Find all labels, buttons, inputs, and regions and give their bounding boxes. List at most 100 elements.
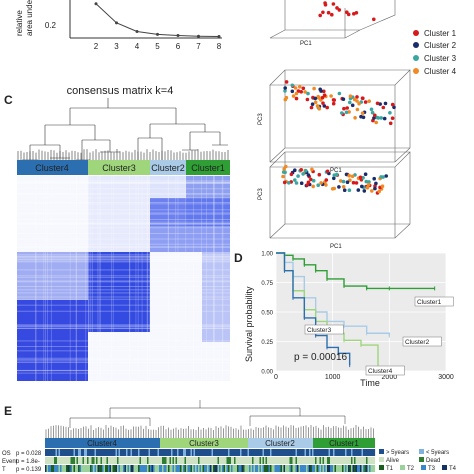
ytick-label: 0.2 (45, 21, 57, 30)
pca-point (344, 110, 349, 115)
legend-label: Cluster 2 (424, 41, 457, 50)
e-row-name: OS (2, 451, 11, 457)
pca-point (319, 181, 323, 185)
pca-point (384, 174, 389, 178)
pca-point (372, 17, 376, 22)
pca-point (296, 174, 300, 178)
curve-label-box (304, 324, 344, 335)
pca-point (332, 186, 337, 191)
pca-point (322, 104, 327, 108)
elbow-xtick: 4 (135, 42, 140, 51)
pca-point (317, 107, 322, 111)
pca-point (361, 115, 366, 120)
ylabel-line2: area unde (25, 0, 34, 36)
elbow-xtick: 2 (94, 42, 99, 51)
pca-point (350, 103, 355, 108)
legend-label: Cluster 3 (424, 54, 457, 63)
pca-point (355, 99, 359, 103)
pca-point (324, 178, 329, 182)
panel-e-row-labels: OS Event T p = 0.028 p = 1.8e- p = 0.139 (2, 451, 42, 473)
pca-point (370, 110, 375, 115)
pca-point (380, 184, 385, 188)
pca-point (299, 181, 304, 185)
pca-point (294, 91, 299, 96)
pca-point (316, 183, 321, 187)
pca-point (296, 89, 301, 93)
pca-point (373, 113, 377, 118)
pca-point (284, 95, 289, 100)
pca-point (392, 105, 396, 110)
pca-point (342, 188, 347, 192)
e-legend-item: T1 (386, 466, 394, 472)
pca-point (321, 101, 325, 105)
pca-point (303, 90, 307, 94)
pca-point (321, 10, 325, 15)
pca-point (313, 96, 318, 101)
pca-point (304, 169, 308, 173)
survival-xlabel: Time (360, 378, 380, 388)
pca3-zlabel: PC3 (258, 188, 264, 200)
survival-ylabel: Survival probability (244, 286, 254, 362)
pca-point (348, 100, 352, 105)
pca-point (382, 116, 387, 121)
pca-point (370, 189, 374, 193)
pca-point (360, 111, 365, 115)
legend-marker-cluster2 (413, 42, 419, 48)
pca-point (290, 83, 295, 88)
elbow-point (217, 35, 221, 39)
pca-point (301, 86, 306, 91)
panel-e-dendrogram (45, 400, 374, 438)
pca-point (377, 189, 382, 194)
pca-point (294, 181, 299, 185)
pca-point (345, 180, 350, 184)
elbow-point (197, 34, 200, 38)
pca-point (323, 3, 328, 7)
pca-point (345, 10, 349, 14)
pca-point (305, 183, 310, 187)
curve-label: Cluster4 (368, 368, 393, 375)
curve-label-box (414, 296, 454, 307)
pca-point (293, 168, 297, 172)
pca-point (373, 186, 377, 191)
pca-plot-1 (269, 0, 396, 39)
curve-label: Cluster2 (405, 339, 430, 346)
pca-point (367, 180, 371, 184)
pca-point (311, 184, 316, 189)
pca-point (318, 87, 323, 92)
e-legend-item: T4 (449, 466, 457, 472)
pca-point (332, 176, 336, 181)
pca2-xlabel: PC1 (330, 168, 342, 174)
elbow-point (135, 30, 139, 34)
elbow-point (115, 21, 118, 25)
cluster-label: Cluster1 (191, 163, 225, 173)
pca-point (367, 99, 372, 103)
pca-point (363, 100, 368, 104)
pca-point (335, 172, 339, 177)
pca-point (362, 189, 367, 193)
pca-point (281, 170, 286, 174)
elbow-xtick: 6 (176, 42, 181, 51)
pca-point (372, 176, 377, 181)
pca-point (388, 111, 392, 115)
pca-point (293, 86, 298, 90)
curve-label-box (402, 336, 442, 347)
cluster-bar-segment (150, 160, 186, 175)
survival-plot: 0.00 0.25 0.50 0.75 1.00 0 1000 2000 3000 Survi… (244, 252, 454, 389)
panel-e-cluster-bar: Cluster4 Cluster3 Cluster2 Cluster1 (45, 438, 375, 448)
pca-point (364, 179, 369, 184)
pca-point (354, 11, 359, 15)
survival-xtick: 3000 (438, 374, 454, 381)
pca-point (325, 169, 330, 174)
pca-point (315, 104, 320, 108)
pca-point (347, 188, 352, 192)
e-cluster-label: Cluster1 (329, 439, 359, 448)
pca-point (379, 116, 384, 120)
pca-point (299, 90, 304, 94)
pca-point (299, 168, 304, 172)
pca-point (287, 181, 291, 185)
pca-legend: Cluster 1 Cluster 2 Cluster 3 Cluster 4 (413, 29, 457, 76)
pca-point (309, 177, 313, 182)
survival-xtick: 0 (274, 374, 278, 381)
panel-e-tracks (45, 449, 376, 472)
pca-point (298, 85, 302, 89)
